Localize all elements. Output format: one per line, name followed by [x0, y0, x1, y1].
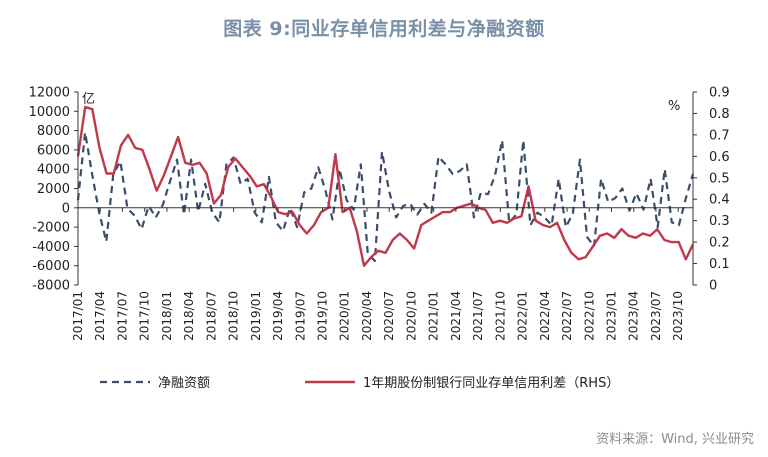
right-tick-label: 0.3	[709, 214, 730, 229]
left-tick-label: -4000	[32, 240, 70, 255]
left-tick-label: -2000	[32, 221, 70, 236]
right-tick-label: 0.9	[709, 86, 730, 101]
legend: 净融资额 1年期股份制银行同业存单信用利差（RHS）	[100, 376, 619, 391]
x-tick-label: 2019/01	[249, 291, 263, 341]
left-tick-label: 6000	[37, 143, 70, 158]
x-tick-label: 2020/01	[338, 291, 352, 341]
x-tick-label: 2022/10	[582, 291, 596, 341]
left-tick-label: -8000	[32, 279, 70, 294]
left-axis-unit: 亿	[82, 92, 95, 107]
left-tick-label: 12000	[29, 86, 70, 101]
left-tick-label: 2000	[37, 182, 70, 197]
x-tick-label: 2023/04	[627, 291, 641, 341]
right-tick-label: 0.8	[709, 107, 730, 122]
left-axis: -8000 -6000 -4000 -2000 0 2000 4000 6000 8000 100…	[29, 86, 79, 294]
x-tick-label: 2020/07	[382, 291, 396, 341]
x-tick-label: 2018/10	[227, 291, 241, 341]
x-tick-label: 2023/01	[604, 291, 618, 341]
x-axis: 2017/01 2017/04 2017/07 2017/10 2018/01 2018/…	[71, 207, 693, 341]
right-axis-unit: %	[668, 99, 680, 114]
x-tick-label: 2023/10	[671, 291, 685, 341]
x-tick-label: 2022/07	[560, 291, 574, 341]
x-tick-label: 2019/04	[271, 291, 285, 341]
legend-label-net-financing: 净融资额	[158, 376, 210, 391]
x-tick-label: 2023/07	[649, 291, 663, 341]
x-tick-label: 2021/07	[471, 291, 485, 341]
x-tick-label: 2017/04	[93, 291, 107, 341]
x-tick-label: 2022/04	[538, 291, 552, 341]
right-tick-label: 0.6	[709, 150, 730, 165]
plot-area	[76, 105, 695, 267]
left-tick-label: -6000	[32, 259, 70, 274]
x-tick-label: 2019/10	[316, 291, 330, 341]
x-tick-label: 2017/10	[138, 291, 152, 341]
x-tick-label: 2018/01	[160, 291, 174, 341]
left-tick-label: 8000	[37, 124, 70, 139]
x-tick-label: 2022/01	[516, 291, 530, 341]
x-tick-label: 2020/10	[404, 291, 418, 341]
right-tick-label: 0.2	[709, 236, 730, 251]
x-tick-label: 2021/10	[493, 291, 507, 341]
x-tick-label: 2021/01	[427, 291, 441, 341]
right-tick-label: 0.4	[709, 193, 730, 208]
right-tick-label: 0	[709, 279, 717, 294]
right-tick-label: 0.5	[709, 171, 730, 186]
net-financing-series-line	[76, 131, 695, 262]
left-tick-label: 4000	[37, 163, 70, 178]
x-tick-label: 2019/07	[293, 291, 307, 341]
left-tick-label: 0	[62, 201, 70, 216]
x-tick-label: 2021/04	[449, 291, 463, 341]
left-tick-label: 10000	[29, 105, 70, 120]
legend-label-credit-spread: 1年期股份制银行同业存单信用利差（RHS）	[363, 376, 619, 391]
right-tick-label: 0.7	[709, 128, 730, 143]
source-note: 资料来源：Wind, 兴业研究	[596, 432, 754, 447]
chart-title: 图表 9:同业存单信用利差与净融资额	[223, 18, 545, 40]
x-tick-label: 2017/01	[71, 291, 85, 341]
x-tick-label: 2018/04	[182, 291, 196, 341]
x-tick-label: 2020/04	[360, 291, 374, 341]
x-tick-label: 2017/07	[115, 291, 129, 341]
x-tick-label: 2018/07	[204, 291, 218, 341]
credit-spread-series-line	[76, 105, 695, 267]
right-axis: 0 0.1 0.2 0.3 0.4 0.5 0.6 0.7 0.8 0.9	[692, 86, 730, 294]
right-tick-label: 0.1	[709, 257, 730, 272]
